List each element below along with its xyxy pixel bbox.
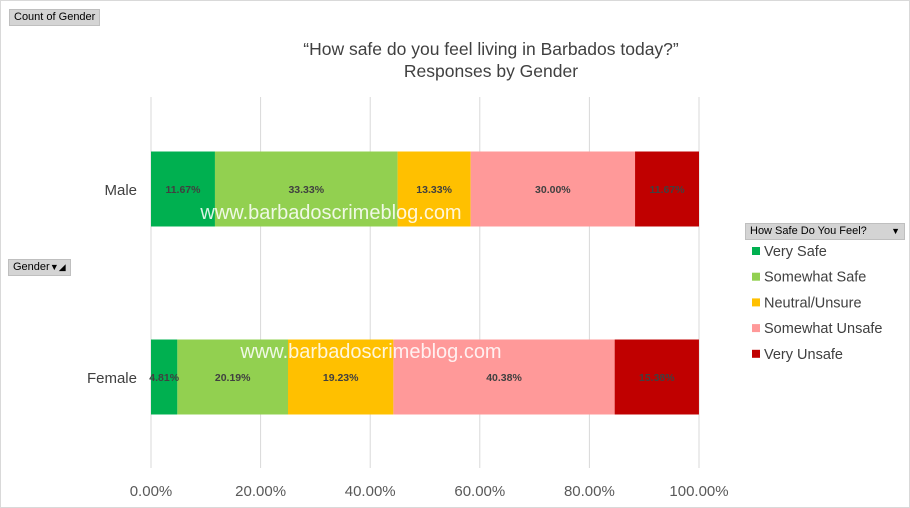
x-tick-label: 100.00% — [669, 483, 728, 500]
data-label: 30.00% — [535, 184, 571, 196]
x-tick-label: 80.00% — [564, 483, 615, 500]
data-label: 4.81% — [149, 372, 179, 384]
legend-item-label: Neutral/Unsure — [764, 295, 862, 311]
legend-swatch — [752, 349, 760, 358]
watermark-text: www.barbadoscrimeblog.com — [239, 341, 501, 363]
data-label: 15.38% — [639, 372, 675, 384]
bar-segment — [214, 151, 398, 227]
legend-swatch — [752, 247, 760, 255]
bars — [151, 151, 699, 415]
legend-swatch — [752, 272, 760, 281]
data-label: 40.38% — [486, 372, 522, 384]
how-safe-filter-button[interactable]: How Safe Do You Feel? ▼ — [745, 223, 905, 240]
data-label: 33.33% — [288, 184, 324, 196]
data-labels: 11.67% 33.33% 13.33% 30.00% 11.67% 4.81% 20.19… — [149, 184, 685, 384]
gender-filter-button[interactable]: Gender ▼◢ — [8, 259, 71, 276]
gender-filter-label: Gender — [13, 261, 50, 273]
how-safe-filter-label: How Safe Do You Feel? — [750, 225, 867, 237]
data-label: 11.67% — [165, 184, 201, 196]
data-label: 20.19% — [215, 372, 251, 384]
x-tick-label: 60.00% — [454, 483, 505, 500]
chart-title-line-1: “How safe do you feel living in Barbados… — [303, 39, 679, 59]
bar-segment — [614, 339, 699, 415]
filter-icon: ▼◢ — [49, 262, 66, 272]
data-label: 13.33% — [416, 184, 452, 196]
chart-title: “How safe do you feel living in Barbados… — [303, 39, 679, 81]
data-label: 11.67% — [650, 184, 686, 196]
count-of-gender-label: Count of Gender — [14, 11, 96, 23]
bar-segment — [151, 339, 178, 415]
bar-segment — [288, 339, 394, 415]
category-label: Female — [87, 370, 137, 387]
category-label: Male — [104, 182, 137, 199]
legend-item-label: Somewhat Safe — [764, 270, 866, 286]
x-tick-label: 20.00% — [235, 483, 286, 500]
bar-segment — [397, 151, 471, 227]
legend: Very Safe Somewhat Safe Neutral/Unsure Some… — [752, 244, 882, 363]
watermark-text: www.barbadoscrimeblog.com — [199, 202, 461, 224]
legend-swatch — [752, 298, 760, 307]
watermarks: www.barbadoscrimeblog.com www.barbadoscr… — [199, 202, 501, 363]
x-tick-label: 0.00% — [130, 483, 173, 500]
x-tick-label: 40.00% — [345, 483, 396, 500]
legend-item-label: Somewhat Unsafe — [764, 321, 882, 337]
bar-segment — [177, 339, 288, 415]
bar-segment — [393, 339, 615, 415]
category-labels: Male Female — [87, 182, 137, 387]
bar-segment — [635, 151, 699, 227]
chart-title-line-2: Responses by Gender — [404, 61, 578, 81]
bar-segment — [151, 151, 215, 227]
data-label: 19.23% — [323, 372, 359, 384]
count-of-gender-button[interactable]: Count of Gender — [9, 9, 101, 26]
legend-item-label: Very Safe — [764, 244, 827, 260]
bar-segment — [470, 151, 636, 227]
legend-swatch — [752, 324, 760, 333]
x-axis-ticks: 0.00% 20.00% 40.00% 60.00% 80.00% 100.00% — [130, 483, 729, 500]
dropdown-arrow-icon: ▼ — [891, 226, 900, 236]
legend-item-label: Very Unsafe — [764, 347, 843, 363]
